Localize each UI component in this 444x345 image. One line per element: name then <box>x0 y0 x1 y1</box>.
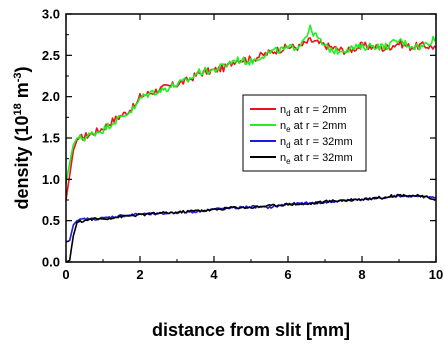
series-line-4 <box>65 193 437 263</box>
x-tick-label: 2 <box>136 267 143 282</box>
ticks-layer: 0 2 4 6 8 10 0.0 0.5 1.0 1.5 2.0 2.5 3.0 <box>42 7 443 283</box>
x-tick-label: 6 <box>284 267 291 282</box>
x-tick-label: 8 <box>358 267 365 282</box>
x-tick-label: 4 <box>210 267 218 282</box>
series-layer <box>65 24 437 263</box>
y-tick-label: 1.5 <box>42 131 60 146</box>
y-axis-label: density (1018 m-3) <box>12 66 32 209</box>
y-tick-label: 1.0 <box>42 172 60 187</box>
series-line-2 <box>65 24 437 184</box>
x-tick-label: 10 <box>429 267 443 282</box>
legend-box <box>242 94 367 172</box>
legend-items: nd at r = 2mm ne at r = 2mm nd at r = 32mm… <box>250 104 353 166</box>
x-tick-label: 0 <box>62 267 69 282</box>
legend-entry: nd at r = 2mm <box>280 104 347 118</box>
y-tick-label: 0.0 <box>42 255 60 270</box>
legend: nd at r = 2mm ne at r = 2mm nd at r = 32mm… <box>242 94 367 172</box>
y-tick-label: 2.0 <box>42 89 60 104</box>
legend-entry: nd at r = 32mm <box>280 136 353 150</box>
y-tick-label: 0.5 <box>42 213 60 228</box>
series-line-3 <box>65 194 437 243</box>
x-axis-label: distance from slit [mm] <box>152 320 350 340</box>
y-tick-label: 2.5 <box>42 48 60 63</box>
legend-entry: ne at r = 2mm <box>280 120 347 134</box>
legend-entry: ne at r = 32mm <box>280 152 353 166</box>
y-tick-label: 3.0 <box>42 7 60 22</box>
